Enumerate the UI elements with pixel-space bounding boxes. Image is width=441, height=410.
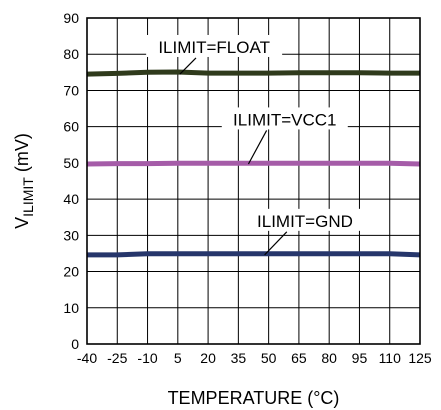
x-tick-label: -10 bbox=[137, 350, 157, 366]
x-tick-label: -25 bbox=[107, 350, 127, 366]
series-annotations: ILIMIT=FLOAT ILIMIT=VCC1 ILIMIT=GND bbox=[146, 34, 363, 256]
series-label: ILIMIT=GND bbox=[257, 212, 353, 231]
y-tick-label: 90 bbox=[63, 10, 79, 26]
x-tick-label: -40 bbox=[77, 350, 97, 366]
series-line bbox=[86, 69, 420, 77]
y-tick-label: 60 bbox=[63, 119, 79, 135]
y-tick-label: 20 bbox=[63, 264, 79, 280]
series-line bbox=[87, 251, 421, 258]
x-tick-label: 20 bbox=[200, 350, 216, 366]
y-tick-label: 10 bbox=[63, 300, 79, 316]
plot-area-frame bbox=[86, 17, 421, 345]
x-axis-title: TEMPERATURE (°C) bbox=[168, 388, 340, 408]
series-line bbox=[86, 160, 421, 167]
y-tick-label: 0 bbox=[71, 336, 79, 352]
x-tick-label: 125 bbox=[408, 350, 432, 366]
y-tick-label: 50 bbox=[63, 155, 79, 171]
y-tick-label: 70 bbox=[63, 82, 79, 98]
series-label-background bbox=[146, 34, 283, 57]
x-tick-label: 5 bbox=[174, 350, 182, 366]
series-label-background bbox=[246, 208, 363, 231]
x-tick-label: 80 bbox=[321, 350, 337, 366]
x-tick-label: 110 bbox=[379, 350, 402, 366]
series-label-background bbox=[221, 107, 348, 130]
x-tick-label: 95 bbox=[352, 350, 368, 366]
y-axis-title-main: V bbox=[12, 217, 32, 229]
y-tick-labels: 0 10 20 30 40 50 60 70 80 90 bbox=[63, 10, 79, 352]
y-axis-title: VILIMIT (mV) bbox=[12, 133, 36, 229]
grid-lines bbox=[86, 17, 421, 345]
y-tick-label: 30 bbox=[63, 227, 79, 243]
series-layer bbox=[86, 69, 421, 258]
y-tick-label: 80 bbox=[63, 46, 79, 62]
x-tick-label: 50 bbox=[261, 350, 277, 366]
y-tick-label: 40 bbox=[63, 191, 79, 207]
series-label-leader bbox=[247, 130, 268, 165]
y-axis-title-unit: (mV) bbox=[12, 133, 32, 177]
x-tick-labels: -40 -25 -10 5 20 35 50 65 80 95 110 125 bbox=[77, 350, 432, 366]
y-axis-title-subscript: ILIMIT bbox=[20, 177, 36, 217]
x-tick-label: 35 bbox=[231, 350, 247, 366]
series-label-leader bbox=[179, 57, 197, 75]
series-label-leader bbox=[264, 231, 288, 256]
series-label: ILIMIT=FLOAT bbox=[158, 38, 270, 57]
series-label: ILIMIT=VCC1 bbox=[233, 110, 336, 129]
x-tick-label: 65 bbox=[291, 350, 307, 366]
